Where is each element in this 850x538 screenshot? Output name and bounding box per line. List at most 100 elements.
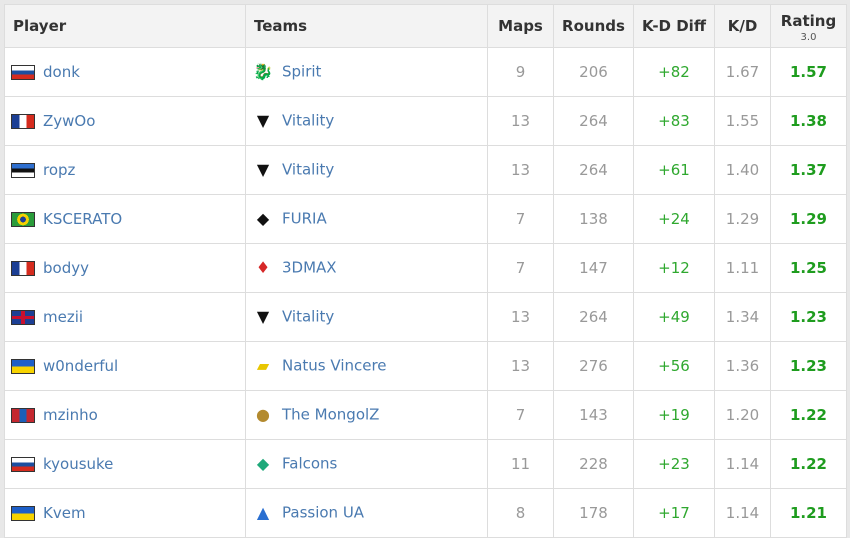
kd-diff-cell: +82 xyxy=(633,47,715,97)
rounds-cell: 178 xyxy=(553,488,634,538)
player-cell: kyousuke xyxy=(4,439,246,489)
team-link[interactable]: 3DMAX xyxy=(282,258,337,277)
team-logo-icon: ▲ xyxy=(256,503,270,522)
team-cell: ♦ 3DMAX xyxy=(245,243,488,293)
kd-cell: 1.36 xyxy=(714,341,771,391)
player-link[interactable]: donk xyxy=(43,63,80,81)
ukraine-flag-icon xyxy=(11,359,35,374)
team-cell: ▼ Vitality xyxy=(245,145,488,195)
header-kd-diff[interactable]: K-D Diff xyxy=(633,4,715,48)
brazil-flag-icon xyxy=(11,212,35,227)
maps-cell: 11 xyxy=(487,439,554,489)
maps-cell: 7 xyxy=(487,194,554,244)
russia-flag-icon xyxy=(11,457,35,472)
rounds-cell: 206 xyxy=(553,47,634,97)
kd-cell: 1.55 xyxy=(714,96,771,146)
rating-cell: 1.22 xyxy=(770,439,847,489)
player-cell: mzinho xyxy=(4,390,246,440)
table-row: ZywOo ▼ Vitality 13 264 +83 1.55 1.38 xyxy=(4,96,847,146)
mongolia-flag-icon xyxy=(11,408,35,423)
player-cell: ropz xyxy=(4,145,246,195)
player-link[interactable]: mezii xyxy=(43,308,84,326)
team-cell: ◆ Falcons xyxy=(245,439,488,489)
rounds-cell: 147 xyxy=(553,243,634,293)
team-link[interactable]: Vitality xyxy=(282,160,335,179)
kd-cell: 1.29 xyxy=(714,194,771,244)
table-row: donk 🐉 Spirit 9 206 +82 1.67 1.57 xyxy=(4,47,847,97)
kd-diff-cell: +17 xyxy=(633,488,715,538)
player-link[interactable]: bodyy xyxy=(43,259,89,277)
maps-cell: 13 xyxy=(487,145,554,195)
player-link[interactable]: ZywOo xyxy=(43,112,96,130)
kd-cell: 1.34 xyxy=(714,292,771,342)
header-rating[interactable]: Rating 3.0 xyxy=(770,4,847,48)
maps-cell: 13 xyxy=(487,96,554,146)
player-cell: Kvem xyxy=(4,488,246,538)
team-cell: ▼ Vitality xyxy=(245,292,488,342)
rounds-cell: 264 xyxy=(553,145,634,195)
table-row: w0nderful ▰ Natus Vincere 13 276 +56 1.36… xyxy=(4,341,847,391)
rounds-cell: 138 xyxy=(553,194,634,244)
header-row: Player Teams Maps Rounds K-D Diff K/D Ra… xyxy=(4,4,847,48)
rating-version: 3.0 xyxy=(800,32,817,43)
team-logo-icon: ▰ xyxy=(256,356,270,375)
rating-cell: 1.25 xyxy=(770,243,847,293)
table-row: kyousuke ◆ Falcons 11 228 +23 1.14 1.22 xyxy=(4,439,847,489)
table-row: bodyy ♦ 3DMAX 7 147 +12 1.11 1.25 xyxy=(4,243,847,293)
rating-cell: 1.23 xyxy=(770,292,847,342)
kd-cell: 1.20 xyxy=(714,390,771,440)
kd-cell: 1.11 xyxy=(714,243,771,293)
team-logo-icon: ◆ xyxy=(256,209,270,228)
team-logo-icon: ♦ xyxy=(255,258,271,277)
team-link[interactable]: Vitality xyxy=(282,307,335,326)
rounds-cell: 276 xyxy=(553,341,634,391)
team-cell: 🐉 Spirit xyxy=(245,47,488,97)
kd-diff-cell: +19 xyxy=(633,390,715,440)
team-logo-icon: ◆ xyxy=(256,454,270,473)
header-rounds[interactable]: Rounds xyxy=(553,4,634,48)
rating-cell: 1.57 xyxy=(770,47,847,97)
rating-cell: 1.38 xyxy=(770,96,847,146)
player-link[interactable]: KSCERATO xyxy=(43,210,123,228)
kd-diff-cell: +56 xyxy=(633,341,715,391)
france-flag-icon xyxy=(11,114,35,129)
maps-cell: 9 xyxy=(487,47,554,97)
team-link[interactable]: Natus Vincere xyxy=(282,356,387,375)
team-link[interactable]: Vitality xyxy=(282,111,335,130)
maps-cell: 7 xyxy=(487,243,554,293)
rating-cell: 1.22 xyxy=(770,390,847,440)
player-cell: bodyy xyxy=(4,243,246,293)
player-cell: ZywOo xyxy=(4,96,246,146)
header-player[interactable]: Player xyxy=(4,4,246,48)
kd-cell: 1.67 xyxy=(714,47,771,97)
header-maps[interactable]: Maps xyxy=(487,4,554,48)
player-link[interactable]: mzinho xyxy=(43,406,98,424)
rating-label: Rating xyxy=(780,12,837,30)
team-link[interactable]: Spirit xyxy=(282,62,322,81)
kd-cell: 1.40 xyxy=(714,145,771,195)
team-logo-icon: ▼ xyxy=(256,307,270,326)
player-link[interactable]: kyousuke xyxy=(43,455,114,473)
player-cell: mezii xyxy=(4,292,246,342)
team-link[interactable]: The MongolZ xyxy=(282,405,380,424)
header-kd[interactable]: K/D xyxy=(714,4,771,48)
table-row: mzinho ● The MongolZ 7 143 +19 1.20 1.22 xyxy=(4,390,847,440)
team-link[interactable]: Falcons xyxy=(282,454,338,473)
team-logo-icon: 🐉 xyxy=(253,62,273,81)
maps-cell: 7 xyxy=(487,390,554,440)
rounds-cell: 143 xyxy=(553,390,634,440)
rounds-cell: 264 xyxy=(553,292,634,342)
player-link[interactable]: Kvem xyxy=(43,504,86,522)
header-teams[interactable]: Teams xyxy=(245,4,488,48)
russia-flag-icon xyxy=(11,65,35,80)
maps-cell: 13 xyxy=(487,292,554,342)
player-cell: donk xyxy=(4,47,246,97)
kd-diff-cell: +49 xyxy=(633,292,715,342)
player-link[interactable]: w0nderful xyxy=(43,357,119,375)
team-link[interactable]: FURIA xyxy=(282,209,327,228)
player-cell: KSCERATO xyxy=(4,194,246,244)
kd-cell: 1.14 xyxy=(714,488,771,538)
player-link[interactable]: ropz xyxy=(43,161,76,179)
team-link[interactable]: Passion UA xyxy=(282,503,365,522)
estonia-flag-icon xyxy=(11,163,35,178)
